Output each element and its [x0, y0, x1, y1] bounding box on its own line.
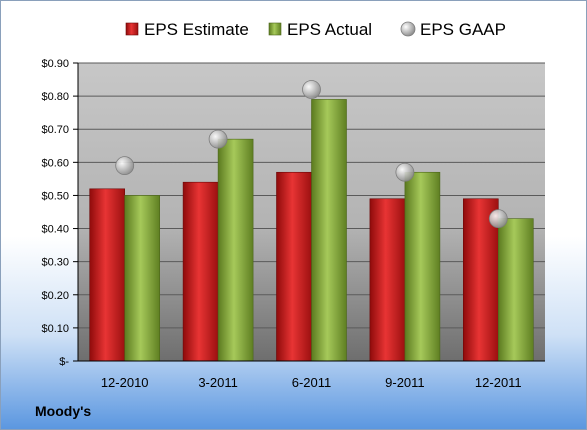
bars	[89, 99, 534, 362]
chart-legend: EPS Estimate EPS Actual EPS GAAP	[125, 20, 506, 39]
bar-eps-actual	[217, 138, 254, 362]
x-tick-label: 3-2011	[198, 375, 238, 390]
y-tick-label: $0.60	[41, 157, 69, 169]
marker-eps-gaap	[395, 162, 415, 182]
y-tick-label: $0.70	[41, 124, 69, 136]
company-name: Moody's	[35, 403, 92, 419]
gaap-markers	[115, 80, 508, 229]
y-tick-label: $0.80	[41, 91, 69, 103]
bar-eps-estimate	[276, 171, 312, 362]
marker-eps-gaap	[302, 80, 321, 99]
bar-eps-actual	[404, 171, 441, 362]
bar-eps-estimate	[369, 198, 406, 362]
y-tick-label: $0.10	[41, 323, 69, 335]
legend-eps-estimate-swatch	[125, 22, 139, 36]
x-tick-label: 6-2011	[292, 375, 332, 390]
x-axis: 12-2010 3-2011 6-2011 9-2011 12-2011	[78, 360, 545, 390]
legend-eps-gaap-label: EPS GAAP	[420, 20, 506, 39]
legend-eps-actual-label: EPS Actual	[287, 20, 372, 39]
legend-eps-actual-swatch	[268, 22, 282, 36]
x-tick-label: 12-2011	[475, 375, 522, 390]
y-axis: $- $0.10 $0.20 $0.30 $0.40 $0.50 $0.60 $0.70 $0.…	[41, 58, 79, 368]
marker-eps-gaap	[488, 209, 508, 229]
legend-eps-gaap-swatch	[400, 21, 416, 37]
bar-eps-estimate	[182, 181, 219, 362]
y-tick-label: $0.30	[41, 257, 69, 269]
bar-eps-actual	[497, 218, 534, 362]
marker-eps-gaap	[208, 129, 228, 149]
bar-eps-actual	[124, 195, 160, 362]
marker-eps-gaap	[115, 156, 135, 176]
y-tick-label: $0.40	[41, 224, 69, 236]
bar-eps-actual	[311, 99, 347, 362]
bar-eps-estimate	[89, 188, 125, 362]
x-tick-label: 12-2010	[101, 375, 149, 390]
x-tick-label: 9-2011	[385, 375, 425, 390]
y-tick-label: $-	[59, 356, 69, 368]
y-tick-label: $0.50	[41, 190, 69, 202]
legend-eps-estimate-label: EPS Estimate	[144, 20, 249, 39]
y-tick-label: $0.20	[41, 290, 69, 302]
y-tick-label: $0.90	[41, 58, 69, 70]
